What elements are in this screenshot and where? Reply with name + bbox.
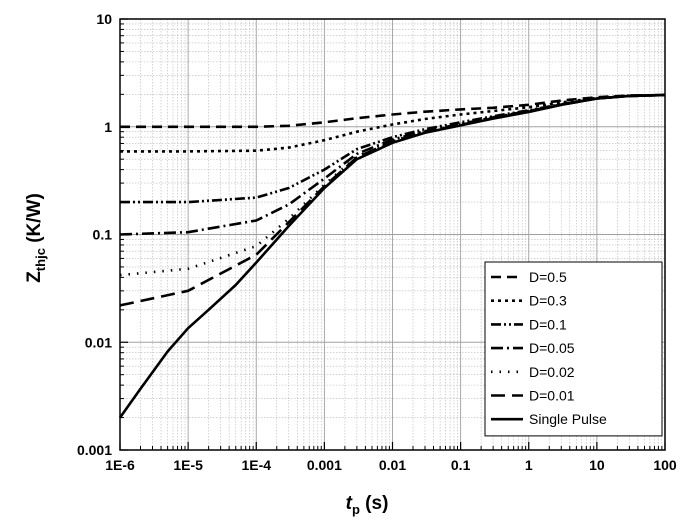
y-axis-title-unit: (K/W): [24, 193, 45, 248]
series-line-d-0-1: [120, 93, 666, 204]
x-tick-label: 1E-5: [173, 457, 203, 473]
x-tick-label: 100: [653, 457, 677, 473]
x-tick-label: 10: [589, 457, 605, 473]
series-line-single-pulse: [118, 93, 666, 419]
ticks-layer: [119, 18, 666, 451]
legend-label: Single Pulse: [529, 411, 607, 427]
tick-labels: 1E-6 1E-5 1E-4 0.001 0.01 0.1 1 10 100 0.001 0.01 0…: [77, 11, 677, 473]
y-axis-title-main: Z: [24, 271, 45, 283]
series-layer: [118, 93, 666, 419]
x-tick-label: 0.1: [451, 457, 471, 473]
y-tick-label: 0.01: [85, 334, 112, 350]
x-axis-title: tp (s): [346, 493, 389, 517]
legend: D=0.5 D=0.3 D=0.1 D=0.05 D=0.02 D=0.01 Single …: [484, 261, 663, 437]
x-tick-label: 1E-4: [241, 457, 271, 473]
y-axis-title-sub: thjc: [33, 248, 48, 271]
y-tick-label: 10: [96, 11, 112, 27]
y-tick-label: 0.1: [93, 227, 113, 243]
y-tick-label: 1: [104, 119, 112, 135]
x-tick-label: 0.001: [307, 457, 342, 473]
x-axis-title-main: t: [346, 493, 353, 514]
x-tick-label: 0.01: [379, 457, 406, 473]
x-axis-title-unit: (s): [360, 493, 389, 514]
legend-label: D=0.02: [529, 364, 575, 380]
x-axis-title-sub: p: [352, 502, 360, 517]
legend-label: D=0.05: [529, 340, 575, 356]
legend-label: D=0.5: [529, 269, 567, 285]
x-tick-label: 1E-6: [105, 457, 135, 473]
x-tick-label: 1: [525, 457, 533, 473]
y-tick-label: 0.001: [77, 442, 112, 458]
y-axis-title: Zthjc (K/W): [24, 193, 48, 283]
legend-label: D=0.1: [529, 316, 567, 332]
legend-label: D=0.3: [529, 293, 567, 309]
legend-label: D=0.01: [529, 388, 575, 404]
